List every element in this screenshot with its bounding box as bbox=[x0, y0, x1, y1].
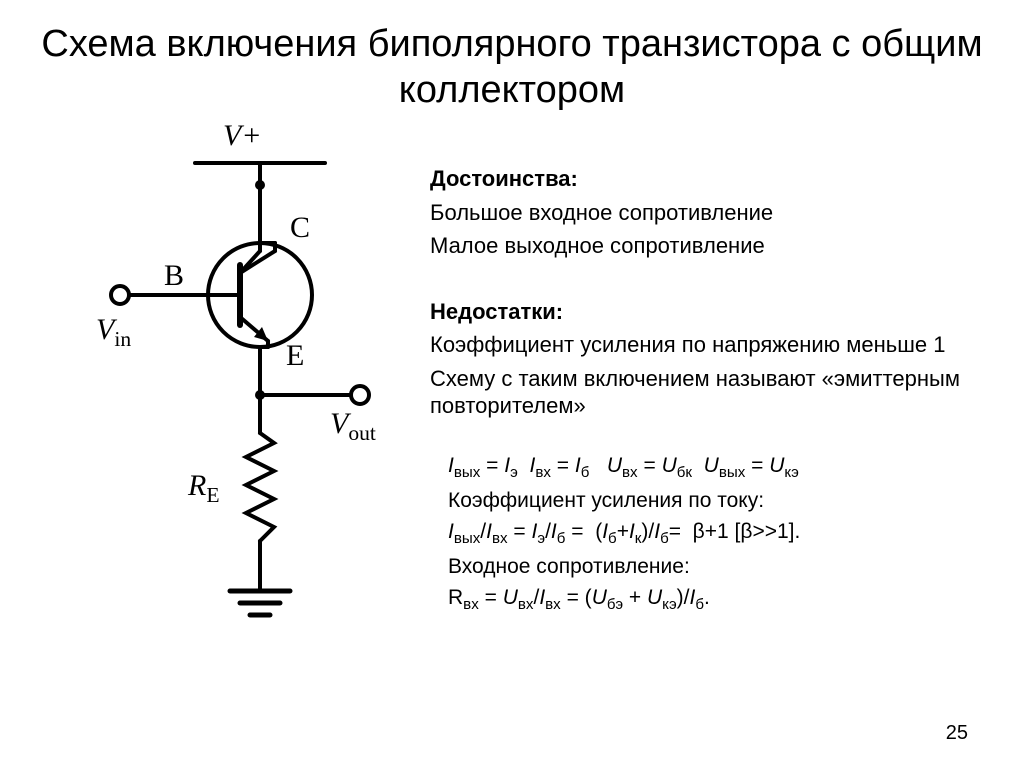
formula-3: Iвых/Iвх = Iэ/Iб = (Iб+Iк)/Iб= β+1 [β>>1… bbox=[448, 518, 994, 549]
formula-5: Rвх = Uвх/Iвх = (Uбэ + Uкэ)/Iб. bbox=[448, 584, 994, 615]
content-row: V+ C B E Vin Vout RE Достоинства: Большо… bbox=[0, 123, 1024, 663]
label-b: B bbox=[164, 259, 184, 293]
note: Схему с таким включением называют «эмитт… bbox=[430, 365, 994, 420]
label-vplus: V+ bbox=[223, 119, 262, 153]
disadvantages-heading: Недостатки: bbox=[430, 298, 994, 326]
label-c: C bbox=[290, 211, 310, 245]
page-number: 25 bbox=[946, 722, 968, 745]
formulas-block: Iвых = Iэ Iвх = Iб Uвх = Uбк Uвых = Uкэ … bbox=[430, 452, 994, 615]
label-vout: Vout bbox=[330, 407, 376, 446]
text-column: Достоинства: Большое входное сопротивлен… bbox=[430, 123, 994, 663]
label-re: RE bbox=[188, 469, 220, 508]
advantage-1: Большое входное сопротивление bbox=[430, 199, 994, 227]
advantages-heading: Достоинства: bbox=[430, 165, 994, 193]
slide-title: Схема включения биполярного транзистора … bbox=[0, 0, 1024, 123]
label-e: E bbox=[286, 339, 304, 373]
formula-1: Iвых = Iэ Iвх = Iб Uвх = Uбк Uвых = Uкэ bbox=[448, 452, 994, 483]
advantage-2: Малое выходное сопротивление bbox=[430, 232, 994, 260]
label-vin: Vin bbox=[96, 313, 131, 352]
circuit-diagram: V+ C B E Vin Vout RE bbox=[30, 123, 400, 663]
formula-4: Входное сопротивление: bbox=[448, 553, 994, 580]
disadvantage-1: Коэффициент усиления по напряжению меньш… bbox=[430, 331, 994, 359]
formula-2: Коэффициент усиления по току: bbox=[448, 487, 994, 514]
